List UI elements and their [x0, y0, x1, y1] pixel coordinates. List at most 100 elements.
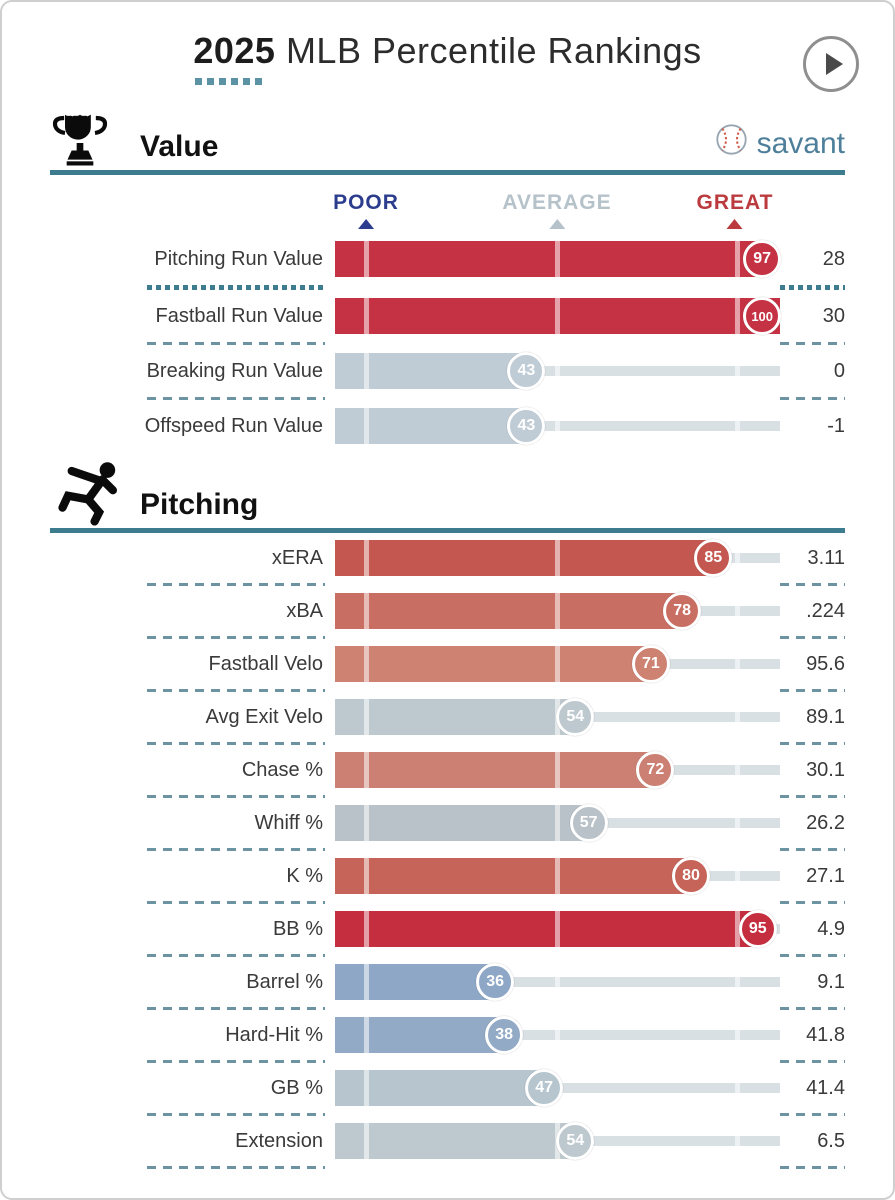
- separator-left: [147, 954, 325, 957]
- separator-left: [147, 901, 325, 904]
- bar-fill: [335, 593, 683, 629]
- poor-marker-icon: [358, 219, 374, 229]
- title-underline-dots-icon: [195, 78, 263, 85]
- marker-stripe: [735, 752, 740, 788]
- marker-stripe: [555, 593, 560, 629]
- percentile-bar[interactable]: 47: [335, 1063, 780, 1113]
- stat-row: Chase % 72 30.1: [2, 745, 893, 795]
- marker-stripe: [735, 1123, 740, 1159]
- marker-stripe: [364, 752, 369, 788]
- row-separator: [2, 397, 893, 400]
- separator-left: [147, 285, 325, 290]
- stat-row: Hard-Hit % 38 41.8: [2, 1010, 893, 1060]
- marker-stripe: [364, 353, 369, 389]
- row-label: Chase %: [241, 758, 323, 781]
- stat-row: GB % 47 41.4: [2, 1063, 893, 1113]
- separator-right: [780, 1113, 845, 1116]
- legend-great: GREAT: [697, 191, 774, 229]
- separator-right: [780, 954, 845, 957]
- percentile-bar[interactable]: 43: [335, 400, 780, 452]
- pitching-section-header: Pitching: [2, 462, 893, 526]
- separator-left: [147, 1166, 325, 1169]
- separator-left: [147, 795, 325, 798]
- marker-stripe: [364, 646, 369, 682]
- marker-stripe: [555, 241, 560, 277]
- stat-row: Pitching Run Value 97 28: [2, 233, 893, 285]
- percentile-bar[interactable]: 85: [335, 533, 780, 583]
- separator-right: [780, 636, 845, 639]
- percentile-bar[interactable]: 57: [335, 798, 780, 848]
- bar-fill: [335, 858, 691, 894]
- separator-right: [780, 1166, 845, 1169]
- separator-left: [147, 1007, 325, 1010]
- separator-right: [780, 397, 845, 400]
- row-separator: [2, 1166, 893, 1169]
- bar-fill: [335, 1070, 545, 1106]
- percentile-bar[interactable]: 100: [335, 290, 782, 342]
- separator-left: [147, 342, 325, 345]
- legend-row: POOR AVERAGE GREAT: [2, 175, 893, 233]
- percentile-badge: 54: [556, 1122, 595, 1160]
- percentile-bar[interactable]: 78: [335, 586, 780, 636]
- stat-row: BB % 95 4.9: [2, 904, 893, 954]
- marker-stripe: [364, 408, 369, 444]
- separator-left: [147, 636, 325, 639]
- stat-value: 6.5: [817, 1129, 845, 1152]
- percentile-bar[interactable]: 71: [335, 639, 780, 689]
- stat-value: 30: [822, 304, 845, 327]
- percentile-bar[interactable]: 97: [335, 233, 782, 285]
- bar-fill: [335, 699, 576, 735]
- bar-fill: [335, 964, 496, 1000]
- percentile-badge: 54: [556, 698, 595, 736]
- marker-stripe: [364, 593, 369, 629]
- percentile-badge: 78: [663, 592, 702, 630]
- percentile-bar[interactable]: 54: [335, 692, 780, 742]
- marker-stripe: [735, 241, 740, 277]
- marker-stripe: [735, 1070, 740, 1106]
- row-label: Whiff %: [254, 811, 323, 834]
- marker-stripe: [735, 1017, 740, 1053]
- percentile-badge: 57: [569, 804, 608, 842]
- marker-stripe: [555, 540, 560, 576]
- pitcher-icon: [50, 460, 136, 526]
- stat-row: Extension 54 6.5: [2, 1116, 893, 1166]
- percentile-bar[interactable]: 43: [335, 345, 780, 397]
- percentile-bar[interactable]: 72: [335, 745, 780, 795]
- stat-value: 4.9: [817, 917, 845, 940]
- marker-stripe: [555, 858, 560, 894]
- stat-value: 89.1: [806, 705, 845, 728]
- stat-row: Fastball Velo 71 95.6: [2, 639, 893, 689]
- separator-right: [780, 1007, 845, 1010]
- row-label: Avg Exit Velo: [205, 705, 323, 728]
- savant-logo[interactable]: savant: [715, 123, 845, 164]
- separator-right: [780, 1060, 845, 1063]
- marker-stripe: [364, 858, 369, 894]
- percentile-bar[interactable]: 38: [335, 1010, 780, 1060]
- stat-value: 28: [822, 247, 845, 270]
- marker-stripe: [735, 408, 740, 444]
- play-button[interactable]: [803, 36, 859, 92]
- marker-stripe: [364, 540, 369, 576]
- percentile-badge: 38: [485, 1016, 524, 1054]
- row-separator: [2, 285, 893, 290]
- section-title-value: Value: [140, 130, 219, 163]
- row-label: Hard-Hit %: [225, 1023, 323, 1046]
- row-separator: [2, 636, 893, 639]
- marker-stripe: [735, 911, 740, 947]
- baseball-icon: [715, 123, 748, 164]
- percentile-bar[interactable]: 95: [335, 904, 780, 954]
- stat-row: Offspeed Run Value 43 -1: [2, 400, 893, 452]
- legend-average: AVERAGE: [502, 191, 611, 229]
- percentile-bar[interactable]: 54: [335, 1116, 780, 1166]
- stat-row: Avg Exit Velo 54 89.1: [2, 692, 893, 742]
- marker-stripe: [735, 858, 740, 894]
- bar-fill: [335, 805, 589, 841]
- percentile-bar[interactable]: 36: [335, 957, 780, 1007]
- stat-value: 26.2: [806, 811, 845, 834]
- row-label: Pitching Run Value: [154, 247, 323, 270]
- bar-fill: [335, 540, 714, 576]
- percentile-bar[interactable]: 80: [335, 851, 780, 901]
- value-section: Value savant POOR: [2, 104, 893, 452]
- legend-poor: POOR: [333, 191, 399, 229]
